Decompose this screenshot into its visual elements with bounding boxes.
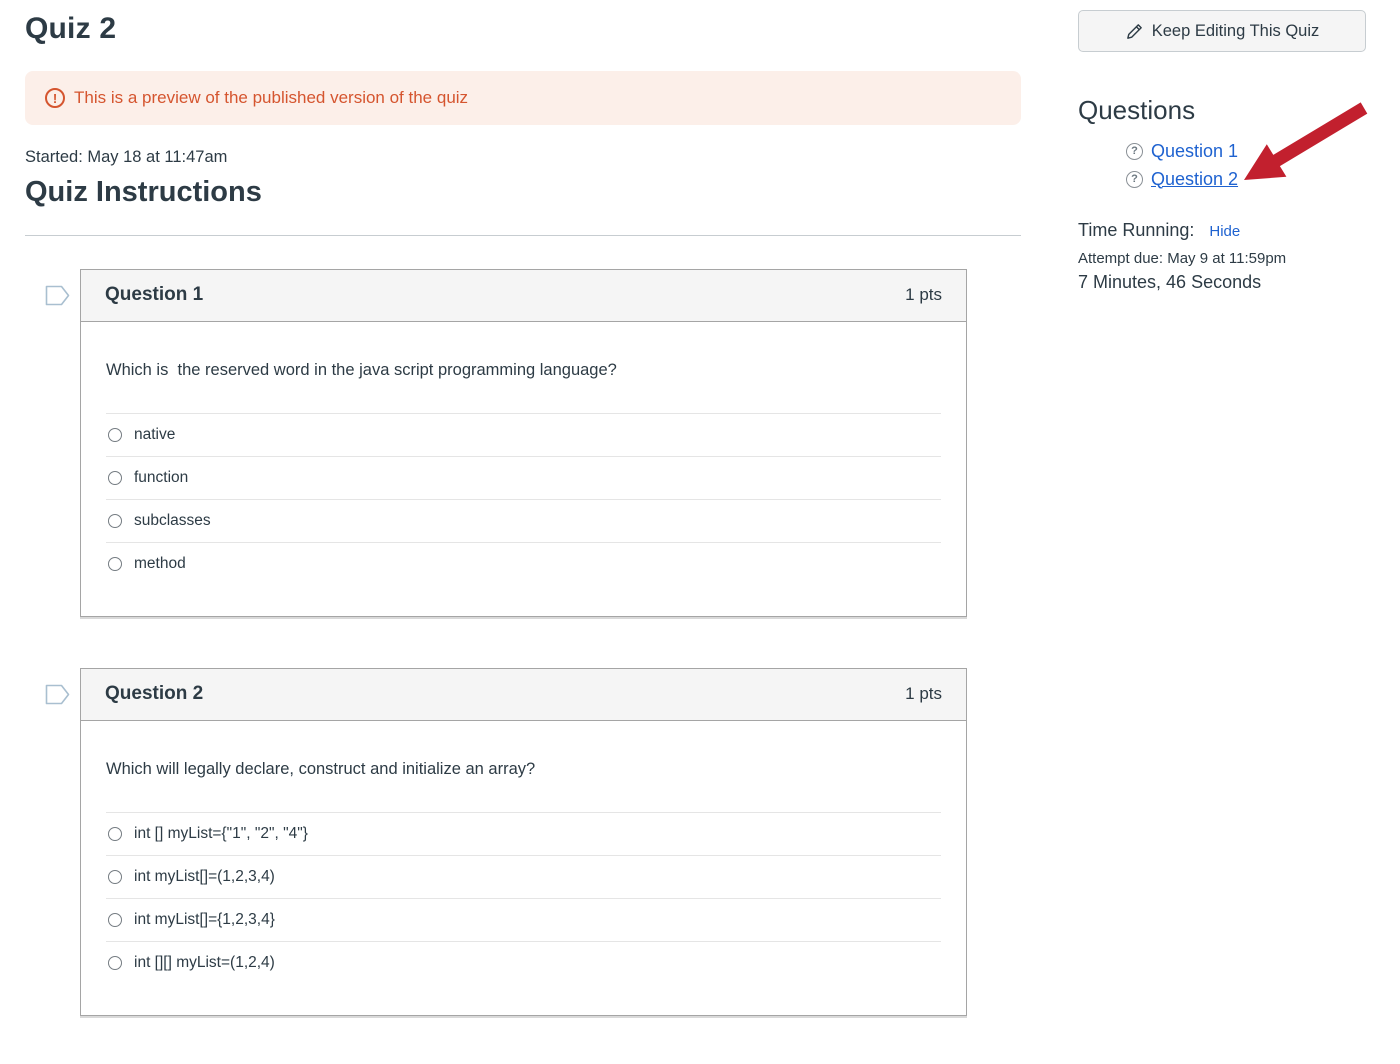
- question-1-prompt: Which is the reserved word in the java s…: [106, 361, 617, 379]
- question-links: ? Question 1 ? Question 2: [1078, 137, 1366, 193]
- time-running-label: Time Running:: [1078, 220, 1195, 240]
- question-2-body: Which will legally declare, construct an…: [81, 721, 966, 1015]
- time-running-row: Time Running: Hide: [1078, 220, 1366, 241]
- question-1-block: Question 1 1 pts Which is the reserved w…: [25, 269, 1021, 617]
- question-2-header: Question 2 1 pts: [81, 669, 966, 721]
- pencil-icon: [1126, 23, 1142, 39]
- radio-button[interactable]: [108, 913, 122, 927]
- radio-button[interactable]: [108, 471, 122, 485]
- question-mark-icon: ?: [1126, 142, 1143, 160]
- alert-exclamation-icon: !: [45, 88, 65, 108]
- radio-button[interactable]: [108, 428, 122, 442]
- answer-option-label: function: [134, 469, 189, 486]
- answer-option[interactable]: function: [106, 456, 941, 499]
- radio-button[interactable]: [108, 827, 122, 841]
- started-timestamp: Started: May 18 at 11:47am: [25, 148, 228, 166]
- question-1-title: Question 1: [105, 284, 204, 305]
- answer-option[interactable]: int myList[]={1,2,3,4}: [106, 898, 941, 941]
- bookmark-flag-icon[interactable]: [44, 284, 71, 307]
- question-mark-icon: ?: [1126, 170, 1143, 188]
- question-2-block: Question 2 1 pts Which will legally decl…: [25, 668, 1021, 1016]
- sidebar-link-question-1[interactable]: Question 1: [1151, 140, 1239, 161]
- questions-heading: Questions: [1078, 95, 1196, 125]
- sidebar-link-question-2[interactable]: Question 2: [1151, 168, 1239, 189]
- sidebar: Keep Editing This Quiz Questions ? Quest…: [1078, 10, 1366, 293]
- question-1-header: Question 1 1 pts: [81, 270, 966, 322]
- question-1-box: Question 1 1 pts Which is the reserved w…: [80, 269, 967, 617]
- keep-editing-button[interactable]: Keep Editing This Quiz: [1078, 10, 1366, 52]
- alert-text: This is a preview of the published versi…: [74, 88, 469, 107]
- answer-option[interactable]: subclasses: [106, 499, 941, 542]
- answer-option-label: native: [134, 426, 176, 443]
- time-remaining-text: 7 Minutes, 46 Seconds: [1078, 272, 1262, 292]
- question-link-row: ? Question 1: [1126, 137, 1366, 165]
- answer-option-label: int [][] myList=(1,2,4): [134, 954, 275, 971]
- answer-option[interactable]: native: [106, 413, 941, 456]
- quiz-instructions-heading: Quiz Instructions: [25, 176, 262, 208]
- bookmark-flag-glyph: [45, 285, 70, 306]
- radio-button[interactable]: [108, 514, 122, 528]
- question-1-body: Which is the reserved word in the java s…: [81, 322, 966, 616]
- bookmark-flag-icon[interactable]: [44, 683, 71, 706]
- answer-option-label: int [] myList={"1", "2", "4"}: [134, 825, 308, 842]
- question-2-box: Question 2 1 pts Which will legally decl…: [80, 668, 967, 1016]
- question-2-options: int [] myList={"1", "2", "4"} int myList…: [106, 812, 941, 984]
- answer-option-label: int myList[]=(1,2,3,4): [134, 868, 275, 885]
- divider: [25, 235, 1021, 236]
- radio-button[interactable]: [108, 956, 122, 970]
- keep-editing-label: Keep Editing This Quiz: [1151, 21, 1320, 40]
- question-2-prompt: Which will legally declare, construct an…: [106, 760, 536, 778]
- answer-option[interactable]: int myList[]=(1,2,3,4): [106, 855, 941, 898]
- answer-option-label: method: [134, 555, 186, 572]
- question-2-title: Question 2: [105, 683, 204, 704]
- answer-option[interactable]: int [][] myList=(1,2,4): [106, 941, 941, 984]
- preview-alert: ! This is a preview of the published ver…: [25, 71, 1021, 125]
- question-1-options: native function subclasses method: [106, 413, 941, 585]
- answer-option-label: int myList[]={1,2,3,4}: [134, 911, 275, 928]
- question-2-points: 1 pts: [905, 684, 942, 703]
- bookmark-flag-glyph: [45, 684, 70, 705]
- attempt-due-text: Attempt due: May 9 at 11:59pm: [1078, 250, 1287, 267]
- hide-link[interactable]: Hide: [1209, 223, 1241, 240]
- question-1-points: 1 pts: [905, 285, 942, 304]
- main-content: Quiz 2 ! This is a preview of the publis…: [25, 12, 1021, 1016]
- answer-option[interactable]: method: [106, 542, 941, 585]
- radio-button[interactable]: [108, 557, 122, 571]
- answer-option-label: subclasses: [134, 512, 211, 529]
- radio-button[interactable]: [108, 870, 122, 884]
- question-link-row: ? Question 2: [1126, 165, 1366, 193]
- page-title: Quiz 2: [25, 12, 117, 45]
- answer-option[interactable]: int [] myList={"1", "2", "4"}: [106, 812, 941, 855]
